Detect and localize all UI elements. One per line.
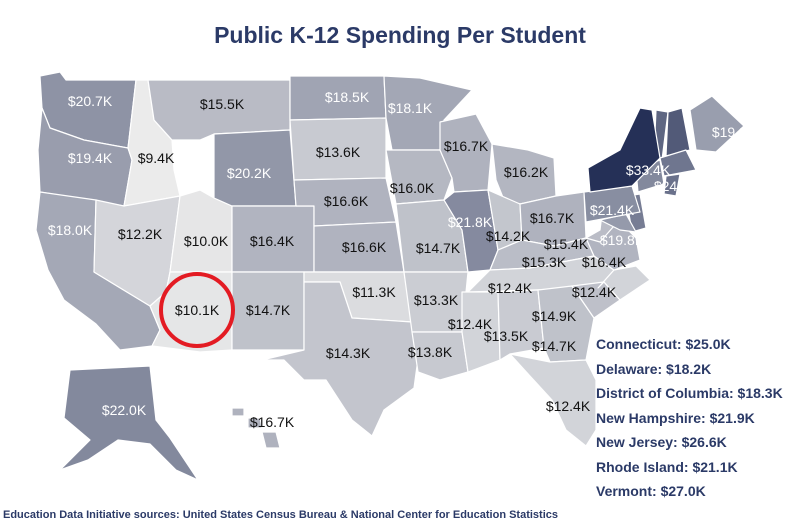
state-label-nd: $18.5K bbox=[325, 89, 370, 105]
state-label-oh: $16.7K bbox=[530, 210, 575, 226]
state-shape-northeast-4 bbox=[665, 107, 691, 157]
state-label-ma: $24.4K bbox=[654, 178, 699, 194]
state-shape-la bbox=[411, 331, 469, 381]
state-shape-ia bbox=[385, 149, 453, 205]
state-shape-ak bbox=[59, 365, 199, 481]
state-label-va: $16.4K bbox=[582, 254, 627, 270]
small-state-rhode-island: Rhode Island: $21.1K bbox=[596, 458, 738, 475]
state-label-sc: $14.9K bbox=[532, 308, 577, 324]
state-shape-id bbox=[123, 79, 181, 207]
state-shape-northeast-2 bbox=[663, 173, 681, 197]
state-label-hi: $16.7K bbox=[250, 414, 295, 430]
state-label-nc: $12.4K bbox=[572, 284, 617, 300]
state-label-il: $21.8K bbox=[448, 214, 493, 230]
state-label-ut: $10.0K bbox=[184, 233, 229, 249]
state-shape-tx bbox=[261, 281, 421, 437]
state-label-tn: $12.4K bbox=[488, 280, 533, 296]
state-label-nm: $14.7K bbox=[246, 302, 291, 318]
state-shape-ms bbox=[461, 291, 501, 373]
state-label-az: $10.1K bbox=[175, 302, 220, 318]
state-label-la: $13.8K bbox=[408, 344, 453, 360]
state-label-fl: $12.4K bbox=[546, 398, 591, 414]
state-label-sd: $13.6K bbox=[316, 144, 361, 160]
state-shape-me bbox=[689, 95, 745, 153]
state-label-nv: $12.2K bbox=[118, 226, 163, 242]
state-label-wi: $16.7K bbox=[444, 138, 489, 154]
state-label-wv: $15.4K bbox=[544, 236, 589, 252]
small-state-delaware: Delaware: $18.2K bbox=[596, 360, 712, 377]
highlight-circle bbox=[159, 272, 235, 348]
state-label-in: $14.2K bbox=[486, 228, 531, 244]
state-label-ar: $13.3K bbox=[414, 292, 459, 308]
state-label-ky: $15.3K bbox=[522, 254, 567, 270]
small-state-vermont: Vermont: $27.0K bbox=[596, 483, 706, 499]
state-label-al: $13.5K bbox=[484, 328, 529, 344]
state-shape-ny bbox=[587, 107, 661, 193]
state-shape-fl bbox=[509, 353, 597, 447]
state-shape-al bbox=[497, 289, 545, 361]
state-label-ga: $14.7K bbox=[532, 338, 577, 354]
small-state-district-of-columbia: District of Columbia: $18.3K bbox=[596, 385, 783, 401]
small-state-new-hampshire: New Hampshire: $21.9K bbox=[596, 409, 755, 426]
source-note: Education Data Initiative sources: Unite… bbox=[3, 509, 559, 521]
state-shape-hi bbox=[231, 407, 281, 449]
state-label-mt: $15.5K bbox=[200, 96, 245, 112]
map-title: Public K-12 Spending Per Student bbox=[214, 22, 586, 48]
state-label-mi: $16.2K bbox=[504, 164, 549, 180]
state-label-me: $19.3K bbox=[712, 124, 757, 140]
state-label-ms: $12.4K bbox=[448, 316, 493, 332]
state-label-mo: $14.7K bbox=[416, 240, 461, 256]
state-label-ia: $16.0K bbox=[390, 180, 435, 196]
state-label-ok: $11.3K bbox=[352, 284, 396, 300]
small-state-connecticut: Connecticut: $25.0K bbox=[596, 336, 731, 352]
state-label-mn: $18.1K bbox=[388, 100, 433, 116]
state-shape-ma bbox=[659, 149, 697, 177]
small-states-list: Connecticut: $25.0K Delaware: $18.2K Dis… bbox=[596, 332, 783, 504]
state-label-pa: $21.4K bbox=[590, 202, 635, 218]
state-label-ks: $16.6K bbox=[342, 239, 387, 255]
state-label-co: $16.4K bbox=[250, 233, 295, 249]
state-label-md: $19.8K bbox=[600, 232, 645, 248]
state-label-ak: $22.0K bbox=[102, 402, 147, 418]
state-label-ny: $33.4K bbox=[626, 162, 671, 178]
state-label-wa: $20.7K bbox=[68, 93, 113, 109]
state-label-tx: $14.3K bbox=[326, 345, 371, 361]
small-state-new-jersey: New Jersey: $26.6K bbox=[596, 434, 727, 450]
state-label-ca: $18.0K bbox=[48, 222, 93, 238]
state-label-or: $19.4K bbox=[68, 150, 113, 166]
state-label-wy: $20.2K bbox=[227, 165, 272, 181]
state-label-ne: $16.6K bbox=[324, 193, 369, 209]
state-label-id: $9.4K bbox=[138, 150, 175, 166]
